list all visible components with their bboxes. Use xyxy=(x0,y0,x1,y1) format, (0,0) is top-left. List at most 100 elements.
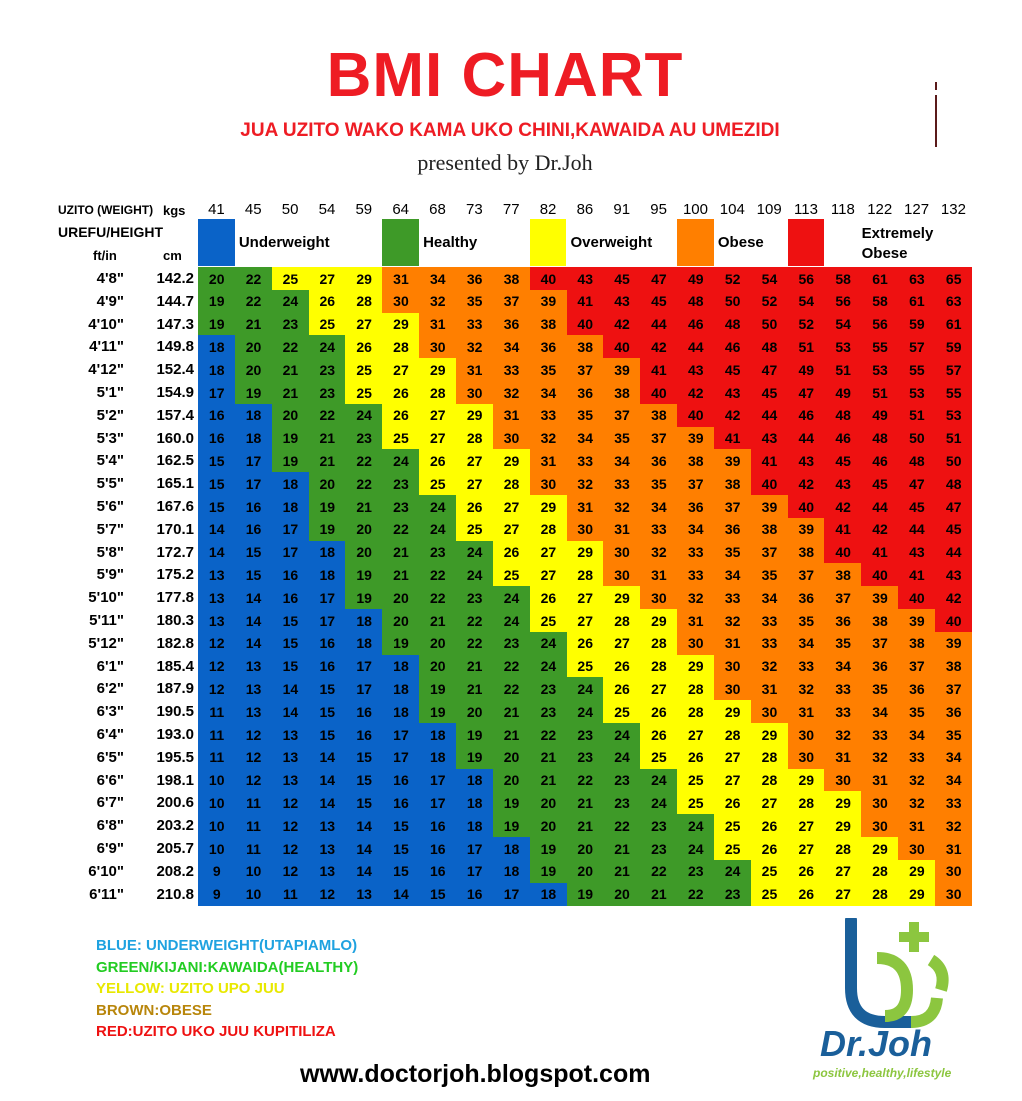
bmi-cell: 33 xyxy=(824,677,862,701)
bmi-cell: 28 xyxy=(787,791,826,815)
bmi-cell: 45 xyxy=(603,267,641,291)
bmi-cell: 49 xyxy=(787,358,826,382)
bmi-cell: 13 xyxy=(271,745,310,770)
bmi-cell: 40 xyxy=(566,312,604,336)
bmi-cell: 15 xyxy=(271,609,310,633)
bmi-cell: 14 xyxy=(308,791,346,815)
bmi-cell: 20 xyxy=(198,267,236,291)
bmi-cell: 12 xyxy=(234,768,273,792)
weight-tick-label: 113 xyxy=(794,201,818,218)
bmi-cell: 31 xyxy=(640,563,678,587)
bmi-cell: 11 xyxy=(234,814,273,838)
bmi-cell: 41 xyxy=(566,289,604,314)
bmi-cell: 16 xyxy=(419,859,457,884)
bmi-cell: 36 xyxy=(640,449,678,473)
row-label-cm: 142.2 xyxy=(156,270,194,287)
bmi-cell: 19 xyxy=(492,814,531,838)
row-label-cm: 182.8 xyxy=(156,634,194,652)
bmi-cell: 25 xyxy=(345,381,383,405)
bmi-cell: 24 xyxy=(455,563,494,587)
bmi-cell: 40 xyxy=(898,586,936,610)
row-label-cm: 165.1 xyxy=(156,475,194,493)
bmi-cell: 44 xyxy=(787,426,826,450)
bmi-cell: 16 xyxy=(419,814,457,838)
bmi-cell: 53 xyxy=(935,403,973,428)
bmi-cell: 16 xyxy=(308,631,346,656)
bmi-cell: 36 xyxy=(677,495,715,519)
bmi-cell: 38 xyxy=(640,403,678,428)
bmi-cell: 29 xyxy=(824,814,862,838)
bmi-cell: 21 xyxy=(455,677,494,701)
bmi-cell: 21 xyxy=(529,745,568,770)
bmi-cell: 38 xyxy=(935,654,973,678)
bmi-cell: 36 xyxy=(824,609,862,633)
bmi-cell: 26 xyxy=(750,837,789,861)
bmi-cell: 53 xyxy=(898,381,936,405)
bmi-cell: 45 xyxy=(750,381,789,405)
bmi-cell: 23 xyxy=(345,426,383,450)
bmi-cell: 34 xyxy=(529,381,568,405)
bmi-cell: 28 xyxy=(455,426,494,450)
kgs-header: kgs xyxy=(163,203,186,218)
bmi-cell: 29 xyxy=(750,723,789,747)
bmi-cell: 25 xyxy=(566,654,604,678)
color-key-item: YELLOW: UZITO UPO JUU xyxy=(96,980,285,997)
bmi-cell: 17 xyxy=(455,837,494,861)
bmi-cell: 22 xyxy=(419,563,457,587)
bmi-cell: 17 xyxy=(419,768,457,792)
bmi-cell: 37 xyxy=(750,540,789,564)
bmi-cell: 14 xyxy=(345,814,383,838)
bmi-cell: 18 xyxy=(271,472,310,496)
bmi-cell: 30 xyxy=(677,631,715,656)
bmi-cell: 16 xyxy=(345,723,383,747)
bmi-cell: 26 xyxy=(640,723,678,747)
bmi-cell: 25 xyxy=(677,791,715,815)
bmi-cell: 45 xyxy=(935,517,973,542)
bmi-cell: 18 xyxy=(492,859,531,884)
row-label-ftin: 4'10" xyxy=(88,315,124,333)
row-label-ftin: 6'2" xyxy=(96,680,124,698)
bmi-cell: 29 xyxy=(529,495,568,519)
bmi-cell: 18 xyxy=(529,882,568,906)
bmi-cell: 58 xyxy=(824,267,862,291)
bmi-cell: 22 xyxy=(492,677,531,701)
bmi-cell: 27 xyxy=(787,814,826,838)
row-label-cm: 180.3 xyxy=(156,612,194,629)
row-label-cm: 172.7 xyxy=(156,543,194,561)
weight-tick-label: 109 xyxy=(756,201,782,218)
bmi-cell: 13 xyxy=(198,609,236,633)
row-label-cm: 200.6 xyxy=(156,794,194,812)
bmi-cell: 30 xyxy=(787,723,826,747)
bmi-cell: 11 xyxy=(198,745,236,770)
bmi-cell: 24 xyxy=(603,723,641,747)
bmi-cell: 15 xyxy=(308,723,346,747)
website-link[interactable]: www.doctorjoh.blogspot.com xyxy=(300,1060,651,1088)
bmi-cell: 26 xyxy=(345,335,383,359)
bmi-cell: 33 xyxy=(898,745,936,770)
legend-swatch-underweight xyxy=(198,219,235,266)
bmi-cell: 32 xyxy=(455,335,494,359)
bmi-cell: 33 xyxy=(787,654,826,678)
bmi-cell: 27 xyxy=(308,267,346,291)
bmi-cell: 13 xyxy=(198,586,236,610)
bmi-cell: 56 xyxy=(787,267,826,291)
bmi-cell: 44 xyxy=(677,335,715,359)
row-label-ftin: 5'9" xyxy=(96,566,124,584)
row-label-cm: 205.7 xyxy=(156,840,194,857)
bmi-cell: 17 xyxy=(345,677,383,701)
bmi-cell: 35 xyxy=(529,358,568,382)
bmi-cell: 11 xyxy=(234,837,273,861)
bmi-cell: 34 xyxy=(861,700,899,724)
bmi-cell: 18 xyxy=(455,814,494,838)
bmi-cell: 27 xyxy=(492,517,531,542)
bmi-cell: 33 xyxy=(529,403,568,428)
bmi-cell: 26 xyxy=(382,381,420,405)
bmi-cell: 39 xyxy=(603,358,641,382)
bmi-cell: 12 xyxy=(271,859,310,884)
bmi-cell: 15 xyxy=(271,631,310,656)
bmi-cell: 14 xyxy=(198,540,236,564)
bmi-cell: 33 xyxy=(455,312,494,336)
bmi-cell: 13 xyxy=(308,859,346,884)
bmi-cell: 25 xyxy=(529,609,568,633)
bmi-cell: 17 xyxy=(308,586,346,610)
